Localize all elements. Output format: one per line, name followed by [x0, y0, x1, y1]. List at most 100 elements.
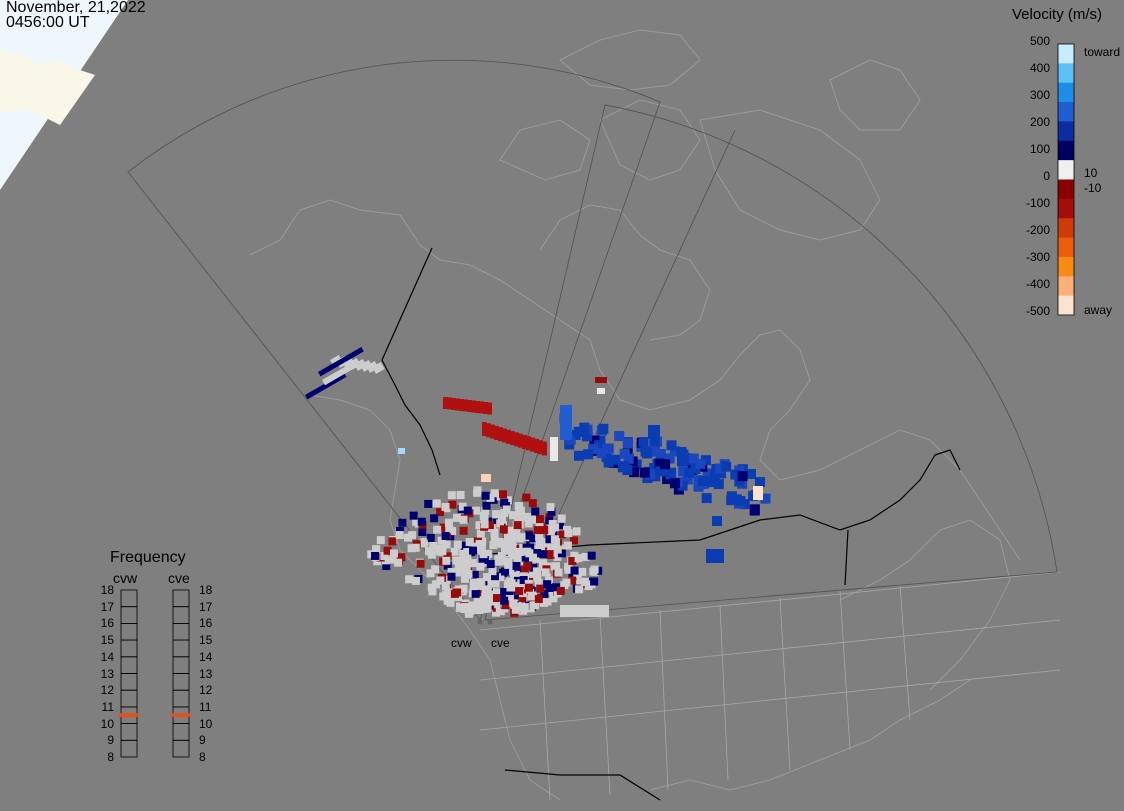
velocity-cell — [382, 556, 391, 565]
velocity-cell — [436, 576, 445, 585]
frequency-cell — [172, 606, 190, 624]
velocity-cell — [437, 536, 446, 545]
velocity-cell — [564, 529, 573, 538]
frequency-level-label: 17 — [199, 599, 213, 614]
velocity-cell — [700, 455, 711, 466]
velocity-cell — [481, 506, 490, 515]
velocity-cell — [446, 597, 455, 606]
velocity-cell — [529, 553, 538, 562]
velocity-cell — [467, 400, 472, 412]
velocity-cell — [388, 555, 397, 564]
velocity-cell — [546, 562, 555, 571]
map-time: 0456:00 UT — [6, 14, 90, 31]
velocity-cell — [490, 529, 499, 538]
velocity-cell — [581, 431, 592, 442]
velocity-cell — [721, 461, 732, 472]
velocity-cell — [493, 588, 502, 597]
velocity-cell — [702, 468, 713, 479]
velocity-cell — [535, 536, 544, 545]
velocity-cell — [455, 398, 460, 411]
frequency-bars — [119, 589, 191, 758]
velocity-cell — [526, 515, 535, 524]
velocity-cell — [498, 427, 503, 442]
frequency-cell — [120, 673, 138, 691]
velocity-cell — [507, 579, 516, 588]
velocity-cell — [518, 597, 527, 606]
velocity-cell — [549, 594, 558, 603]
velocity-cell — [529, 534, 538, 543]
colorbar-toward-label: toward — [1084, 45, 1121, 59]
velocity-cell — [515, 515, 524, 524]
velocity-cell — [519, 576, 528, 585]
velocity-cell — [429, 542, 438, 551]
velocity-cell — [443, 588, 452, 597]
velocity-cell — [506, 583, 515, 592]
velocity-cell — [444, 518, 453, 527]
frequency-cell — [120, 606, 138, 624]
velocity-cell — [557, 549, 566, 558]
borders — [479, 571, 1061, 801]
frequency-level-label: 17 — [100, 599, 114, 614]
velocity-cell — [560, 405, 572, 440]
velocity-cell — [397, 553, 406, 562]
frequency-cell — [172, 656, 190, 674]
velocity-cell — [726, 491, 737, 502]
velocity-cell — [695, 458, 706, 469]
velocity-cell — [490, 424, 495, 439]
velocity-cell — [597, 388, 605, 394]
velocity-cell — [533, 526, 542, 535]
frequency-cell — [120, 689, 138, 708]
velocity-cell — [511, 605, 520, 614]
velocity-cell — [500, 546, 509, 555]
frequency-cell — [172, 639, 190, 658]
velocity-cell — [513, 521, 522, 530]
velocity-cell — [526, 604, 535, 613]
velocity-cell — [514, 591, 523, 600]
frequency-cell — [172, 739, 190, 758]
velocity-cell — [487, 402, 492, 415]
velocity-cell — [587, 551, 596, 560]
velocity-cell — [749, 504, 760, 515]
velocity-cell — [512, 561, 521, 570]
velocity-cell — [553, 545, 562, 554]
frequency-title: Frequency — [110, 549, 186, 566]
velocity-cell — [471, 400, 476, 413]
velocity-cell — [469, 582, 478, 591]
velocity-cell — [530, 437, 535, 452]
velocity-cell — [546, 503, 555, 512]
velocity-cell — [598, 423, 609, 434]
velocity-cell — [484, 549, 493, 558]
velocity-cell — [619, 448, 630, 459]
velocity-cell — [688, 453, 699, 464]
velocity-cell — [405, 575, 414, 584]
velocity-cell — [499, 525, 508, 534]
velocity-cell — [502, 505, 511, 514]
velocity-cell — [735, 495, 746, 506]
frequency-level-label: 12 — [199, 683, 213, 698]
frequency-level-label: 18 — [100, 583, 114, 597]
velocity-cell — [534, 595, 543, 604]
velocity-cell — [690, 463, 701, 474]
velocity-cell — [554, 568, 563, 577]
velocity-cell — [481, 491, 490, 500]
velocity-cell — [642, 448, 653, 459]
velocity-cell — [482, 422, 487, 436]
velocity-cell — [445, 525, 454, 534]
colorbar-segment — [1058, 140, 1074, 161]
colorbar-tick-label: 500 — [1029, 34, 1050, 48]
velocity-cell — [575, 585, 584, 594]
velocity-cell — [475, 540, 484, 549]
velocity-cell — [492, 594, 501, 603]
velocity-cell — [552, 527, 561, 536]
velocity-cell — [490, 536, 499, 545]
velocity-cell — [573, 426, 584, 437]
velocity-cell — [610, 454, 621, 465]
velocity-cell — [574, 554, 583, 563]
velocity-cell — [522, 493, 531, 502]
velocity-cell — [513, 553, 522, 562]
velocity-cell — [536, 584, 545, 593]
velocity-cell — [459, 584, 468, 593]
velocity-cell — [560, 581, 569, 590]
velocity-cell — [563, 541, 572, 550]
velocity-cell — [734, 476, 745, 487]
